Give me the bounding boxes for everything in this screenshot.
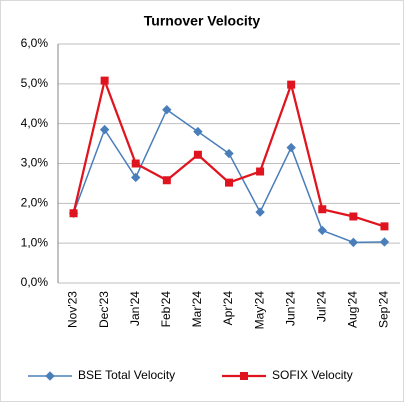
x-tick-label: Feb'24 <box>159 291 173 328</box>
data-point <box>317 225 327 236</box>
data-point <box>99 124 110 135</box>
y-tick-label: 3,0% <box>21 156 49 170</box>
y-tick-label: 4,0% <box>21 116 49 130</box>
x-tick-label: Nov'23 <box>66 291 80 328</box>
data-point <box>349 212 358 221</box>
y-tick-label: 5,0% <box>21 76 49 90</box>
data-point <box>286 142 296 153</box>
x-tick-label: Dec'23 <box>97 291 111 328</box>
x-tick-label: Apr'24 <box>221 291 235 326</box>
x-tick-label: Aug'24 <box>346 291 360 328</box>
data-point <box>193 150 202 159</box>
x-tick-label: Jun'24 <box>283 291 297 326</box>
data-point <box>318 205 327 214</box>
legend-label: SOFIX Velocity <box>272 368 353 382</box>
data-point <box>193 126 203 137</box>
data-point <box>131 172 141 183</box>
data-point <box>162 105 172 115</box>
data-point <box>69 209 78 218</box>
data-point <box>380 222 389 231</box>
y-tick-label: 1,0% <box>21 235 49 249</box>
legend-marker <box>45 371 55 381</box>
x-tick-label: Sep'24 <box>377 291 391 328</box>
legend-marker <box>240 372 248 380</box>
y-tick-label: 2,0% <box>21 196 49 210</box>
data-point <box>162 176 171 185</box>
x-tick-label: Mar'24 <box>190 291 204 328</box>
data-point <box>255 207 265 217</box>
x-tick-label: Jan'24 <box>128 291 142 326</box>
y-tick-label: 6,0% <box>21 36 49 50</box>
data-point <box>287 80 296 89</box>
x-tick-label: Jul'24 <box>314 291 328 322</box>
chart-title: Turnover Velocity <box>144 13 261 29</box>
data-point <box>256 167 265 176</box>
data-point <box>100 76 109 85</box>
data-point <box>131 159 140 168</box>
data-point <box>225 178 233 187</box>
legend-label: BSE Total Velocity <box>78 368 175 382</box>
y-tick-label: 0,0% <box>21 275 49 289</box>
data-point <box>224 148 234 159</box>
data-point <box>379 237 390 247</box>
x-tick-label: May'24 <box>252 291 266 330</box>
data-point <box>348 237 359 248</box>
